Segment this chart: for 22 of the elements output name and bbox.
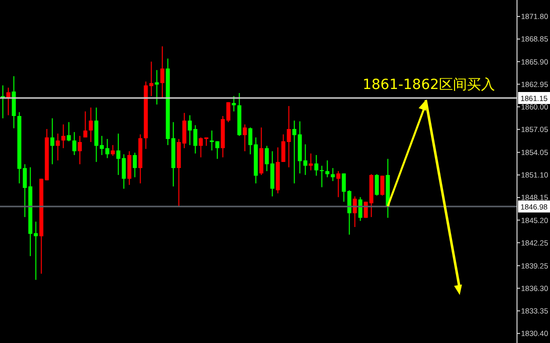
candlestick: [308, 153, 313, 171]
candlestick: [330, 168, 335, 182]
candlestick: [66, 122, 71, 142]
candlestick: [232, 96, 236, 112]
candlestick: [127, 150, 132, 186]
candlestick: [61, 124, 66, 149]
candlestick: [56, 133, 60, 161]
candlestick: [242, 124, 247, 152]
candlestick: [336, 170, 340, 198]
candlestick: [325, 160, 330, 178]
candlestick: [358, 196, 362, 222]
candlestick: [88, 107, 93, 143]
candlestick: [110, 144, 115, 156]
annotation: 1861-1862区间买入: [362, 77, 495, 93]
candlestick: [72, 132, 76, 156]
candlestick: [50, 118, 54, 165]
candlestick: [132, 152, 137, 178]
candlestick: [160, 46, 164, 99]
candlestick: [374, 174, 379, 196]
candlestick: [83, 110, 88, 138]
candlestick: [78, 135, 82, 165]
candlestick: [380, 175, 384, 196]
